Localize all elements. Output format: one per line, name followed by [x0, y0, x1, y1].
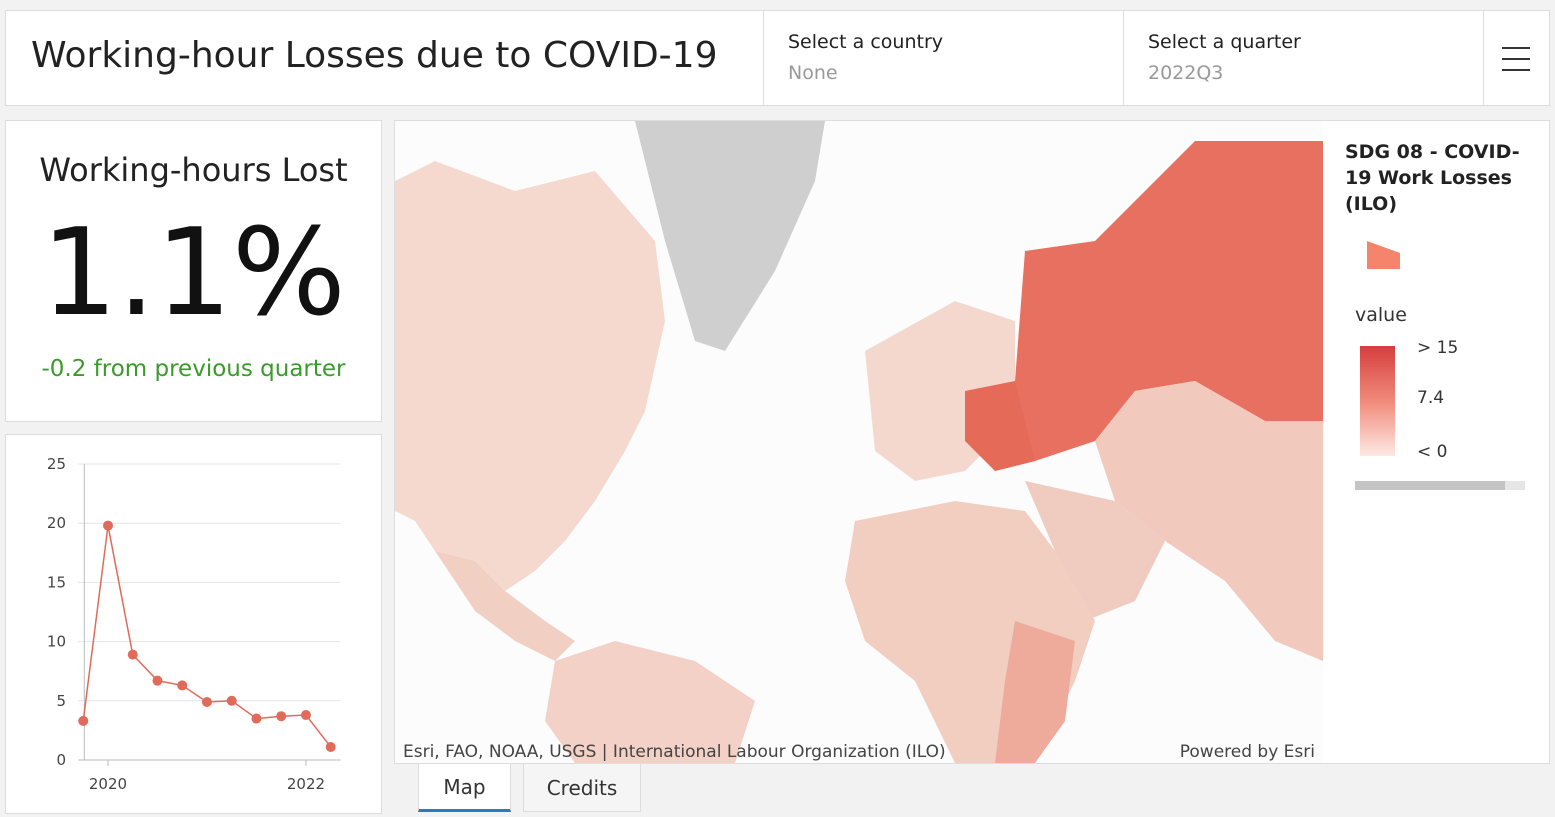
- point: [102, 520, 113, 531]
- quarter-selector[interactable]: Select a quarter 2022Q3: [1123, 11, 1483, 105]
- ukraine: [965, 381, 1035, 471]
- attribution: Esri, FAO, NOAA, USGS | International La…: [403, 742, 946, 762]
- y-tick-label: 20: [47, 514, 66, 532]
- powered-by: Powered by Esri: [1180, 742, 1315, 762]
- point: [177, 680, 188, 691]
- greenland: [635, 121, 825, 351]
- y-tick-label: 10: [47, 633, 66, 651]
- point: [78, 715, 89, 726]
- point: [201, 696, 212, 707]
- indicator-card: Working-hours Lost 1.1% -0.2 from previo…: [5, 120, 382, 422]
- selector-label: Select a quarter: [1148, 31, 1301, 53]
- line: [82, 525, 332, 748]
- legend-label: > 15: [1417, 338, 1458, 358]
- selector-label: Select a country: [788, 31, 943, 53]
- dashboard-title: Working-hour Losses due to COVID-19: [31, 35, 718, 76]
- point: [152, 675, 163, 686]
- chart-card: 0 5 10 15 20 25 2020 2022: [5, 434, 382, 814]
- tab[interactable]: Map: [418, 763, 511, 812]
- x-tick-label: 2022: [287, 775, 325, 793]
- russia: [965, 141, 1323, 471]
- east-africa: [995, 621, 1075, 763]
- map-panel: Esri, FAO, NOAA, USGS | International La…: [394, 120, 1550, 764]
- header: Working-hour Losses due to COVID-19 Sele…: [5, 10, 1550, 106]
- y-tick-label: 0: [56, 751, 66, 769]
- point: [127, 649, 138, 660]
- scrollbar-thumb[interactable]: [1355, 481, 1505, 490]
- legend-label: 7.4: [1417, 388, 1444, 408]
- legend-title: SDG 08 - COVID-19 Work Losses (ILO): [1345, 141, 1520, 215]
- x-tick-label: 2020: [89, 775, 127, 793]
- y-tick-label: 15: [47, 573, 66, 591]
- middle-east: [1025, 481, 1165, 621]
- menu-button[interactable]: [1502, 46, 1532, 72]
- divider: [1123, 11, 1124, 105]
- y-tick-label: 5: [56, 692, 66, 710]
- indicator-title: Working-hours Lost: [39, 151, 348, 189]
- line-chart: 0 5 10 15 20 25 2020 2022: [47, 455, 341, 793]
- selector-value: None: [788, 62, 838, 84]
- tab[interactable]: Credits: [523, 763, 641, 812]
- south-america: [545, 641, 755, 763]
- y-tick-label: 25: [47, 455, 66, 473]
- legend-field: value: [1355, 304, 1407, 326]
- country-selector[interactable]: Select a country None: [763, 11, 1123, 105]
- legend: value > 15 7.4 < 0: [1355, 241, 1525, 490]
- legend-symbol: [1367, 241, 1400, 269]
- point: [226, 695, 237, 706]
- point: [276, 711, 287, 722]
- north-america: [395, 161, 665, 591]
- selector-value: 2022Q3: [1148, 62, 1224, 84]
- asia: [1095, 381, 1323, 661]
- indicator-change: -0.2 from previous quarter: [41, 356, 346, 382]
- central-america: [435, 551, 575, 661]
- color-ramp: [1360, 346, 1395, 456]
- divider: [1483, 11, 1484, 105]
- map[interactable]: Esri, FAO, NOAA, USGS | International La…: [395, 121, 1323, 763]
- point: [325, 741, 336, 752]
- point: [300, 710, 311, 721]
- divider: [763, 11, 764, 105]
- point: [251, 713, 262, 724]
- indicator-value: 1.1%: [41, 204, 346, 343]
- legend-label: < 0: [1417, 442, 1447, 462]
